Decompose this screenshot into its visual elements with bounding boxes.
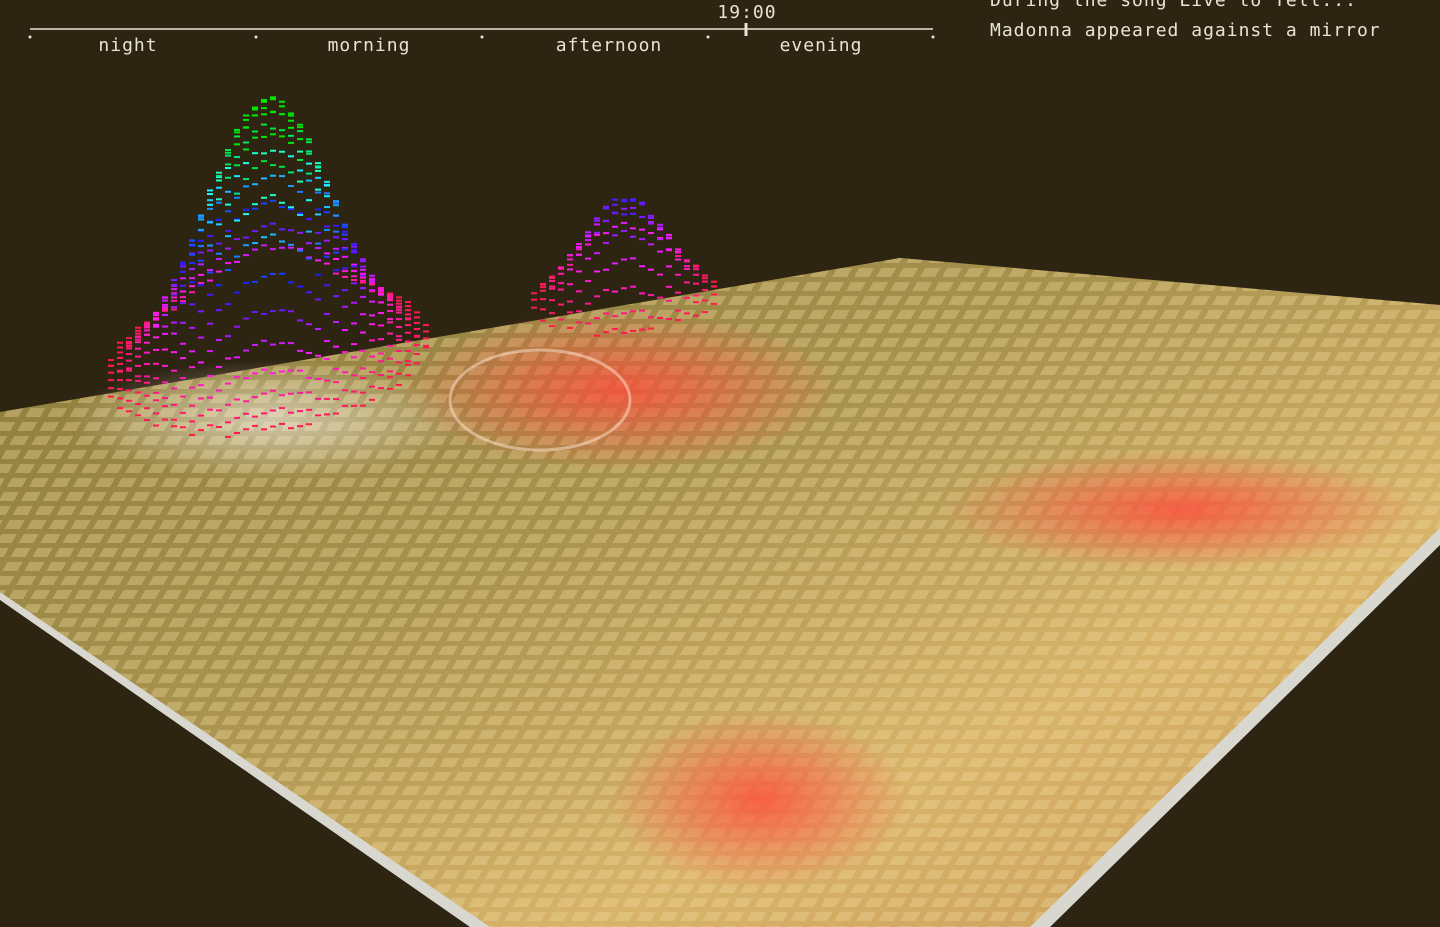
period-label[interactable]: evening [780, 35, 863, 56]
caption-line: Madonna appeared against a mirror [990, 20, 1381, 41]
period-label[interactable]: afternoon [556, 35, 663, 56]
heat-spot [400, 310, 840, 470]
landmark [448, 348, 632, 452]
density-surface [108, 96, 717, 438]
timeline: 19:00 night morning afternoon evening [28, 2, 935, 56]
timeline-tick [28, 35, 32, 39]
current-time: 19:00 [717, 2, 776, 23]
heat-spot [940, 450, 1420, 570]
heat-spot [610, 710, 910, 890]
timeline-tick [706, 35, 710, 39]
heat-spot [70, 360, 470, 480]
timeline-tick [931, 35, 935, 39]
timeline-tick [480, 35, 484, 39]
timeline-tick [254, 35, 258, 39]
period-label[interactable]: morning [328, 35, 411, 56]
period-label[interactable]: night [98, 35, 157, 56]
caption-line: During the song Live to Tell... [990, 0, 1357, 11]
